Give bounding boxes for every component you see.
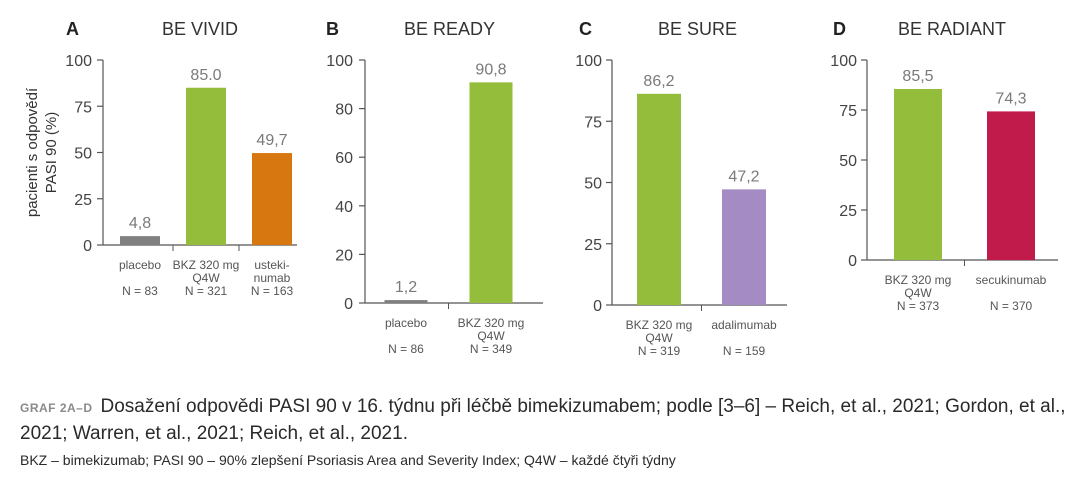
panel-a-bar-value-label: 4,8 [129,215,151,232]
panel-c-y-tick-label: 25 [584,237,602,254]
panel-a-y-tick-label: 0 [83,238,92,255]
abbr-pasi-def: – 90% zlepšení Psoriasis Area and Severi… [203,452,525,468]
panel-b-bar-value-label: 1,2 [395,279,417,296]
panel-b-bar [469,82,513,303]
panel-d-y-tick-label: 100 [830,53,857,70]
panel-a-bar [252,153,292,245]
abbr-q4w-def: – každé čtyři týdny [555,452,676,468]
panel-a-n-label: N = 163 [251,284,294,298]
panel-d-y-tick-label: 50 [839,153,857,170]
panel-c-y-tick-label: 50 [584,176,602,193]
panel-a-category-label: numab [254,271,291,285]
panel-d-letter: D [833,19,846,39]
caption-text: Dosažení odpovědi PASI 90 v 16. týdnu př… [20,396,1066,444]
y-axis-title-line-2: PASI 90 (%) [43,112,60,193]
panel-c-n-label: N = 159 [723,344,766,358]
panel-a-category-label: Q4W [192,271,220,285]
panel-d-y-tick-label: 0 [848,253,857,270]
panel-c-bar [722,189,766,305]
panel-d-y-tick-label: 75 [839,103,857,120]
panel-b-category-label: BKZ 320 mg [458,316,525,330]
panel-b-category-label: placebo [385,316,427,330]
panel-b-y-tick-label: 0 [344,296,353,313]
panel-a-n-label: N = 83 [122,284,158,298]
abbreviations-note: BKZ – bimekizumab; PASI 90 – 90% zlepšen… [20,451,1070,469]
panel-c-title: BE SURE [658,19,737,39]
panel-d-bar-value-label: 85,5 [902,68,933,85]
panel-b-y-tick-label: 80 [335,102,353,119]
abbr-bkz-def: – bimekizumab; [47,452,154,468]
panel-d-bar-value-label: 74,3 [995,90,1026,107]
panel-c-y-tick-label: 0 [593,298,602,315]
abbr-pasi-term: PASI 90 [153,452,204,468]
panel-d-y-tick-label: 25 [839,203,857,220]
panel-c-y-tick-label: 75 [584,114,602,131]
panel-a-n-label: N = 321 [185,284,228,298]
panel-d-n-label: N = 373 [897,299,940,313]
panel-b-n-label: N = 349 [470,342,513,356]
panel-c-category-label: Q4W [645,331,673,345]
panel-c-n-label: N = 319 [638,344,681,358]
panel-c-category-label: adalimumab [711,318,777,332]
panel-a-y-tick-label: 50 [74,146,92,163]
panel-a-bar [120,236,160,245]
panel-a-y-tick-label: 75 [74,99,92,116]
panel-c-bar-value-label: 86,2 [643,73,674,90]
panel-c-bar [637,93,681,305]
panel-c-category-label: BKZ 320 mg [626,318,693,332]
abbr-bkz-term: BKZ [20,452,48,468]
panel-b-letter: B [326,19,339,39]
figure-caption: GRAF 2A–D Dosažení odpovědi PASI 90 v 16.… [20,394,1070,447]
panel-b-y-tick-label: 100 [326,53,353,70]
panel-b-bar-value-label: 90,8 [475,61,506,78]
panel-a-bar-value-label: 85.0 [190,67,221,84]
panel-b-bar [384,300,428,303]
panel-d-bar [894,89,942,260]
panel-c-letter: C [579,19,592,39]
abbr-q4w-term: Q4W [524,452,556,468]
panel-b-y-tick-label: 60 [335,150,353,167]
y-axis-title-line-1: pacienti s odpovědí [24,87,41,217]
figure-panels: A BE VIVID 0 25 50 75 100 4,8 placebo N = 83 85.0 B… [24,19,1058,358]
panel-c-bar-value-label: 47,2 [728,168,759,185]
panel-d-category-label: BKZ 320 mg [885,273,952,287]
panel-b-n-label: N = 86 [388,342,424,356]
panel-b-category-label: Q4W [477,329,505,343]
panel-d-bar [987,111,1035,261]
panel-b-y-tick-label: 40 [335,199,353,216]
panel-d-category-label: Q4W [904,286,932,300]
panel-a-y-tick-label: 100 [65,53,92,70]
caption-label: GRAF 2A–D [20,401,93,415]
panel-c-y-tick-label: 100 [575,53,602,70]
panel-d-category-label: secukinumab [976,273,1047,287]
panel-a-bar [186,87,226,245]
panel-a-category-label: placebo [119,258,161,272]
panel-a-y-tick-label: 25 [74,192,92,209]
panel-a-title: BE VIVID [162,19,238,39]
panel-d-title: BE RADIANT [898,19,1006,39]
panel-d-n-label: N = 370 [990,299,1033,313]
panel-a-letter: A [66,19,79,39]
panel-a-category-label: usteki- [254,258,289,272]
panel-a-category-label: BKZ 320 mg [173,258,240,272]
panel-a-bar-value-label: 49,7 [256,132,287,149]
panel-b-title: BE READY [404,19,495,39]
panel-b-y-tick-label: 20 [335,247,353,264]
